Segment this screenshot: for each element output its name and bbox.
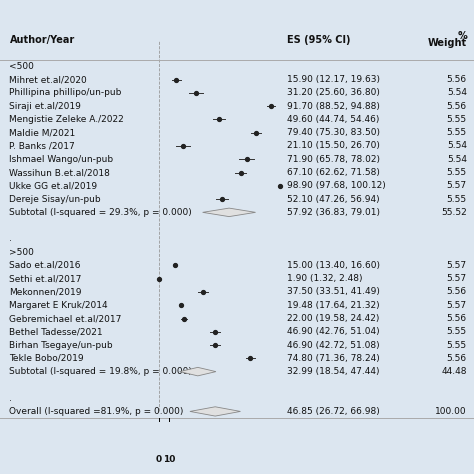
Text: .: .: [9, 394, 12, 402]
Text: 52.10 (47.26, 56.94): 52.10 (47.26, 56.94): [287, 195, 379, 203]
Text: 5.55: 5.55: [447, 328, 467, 336]
Text: 49.60 (44.74, 54.46): 49.60 (44.74, 54.46): [287, 115, 379, 124]
Text: Mekonnen/2019: Mekonnen/2019: [9, 288, 82, 296]
Text: Ishmael Wango/un-pub: Ishmael Wango/un-pub: [9, 155, 114, 164]
Text: 44.48: 44.48: [441, 367, 467, 376]
Text: 15.90 (12.17, 19.63): 15.90 (12.17, 19.63): [287, 75, 380, 84]
Text: 5.56: 5.56: [447, 75, 467, 84]
Text: 31.20 (25.60, 36.80): 31.20 (25.60, 36.80): [287, 89, 380, 97]
Text: 5.54: 5.54: [447, 155, 467, 164]
Text: Overall (I-squared =81.9%, p = 0.000): Overall (I-squared =81.9%, p = 0.000): [9, 407, 184, 416]
Text: 46.90 (42.72, 51.08): 46.90 (42.72, 51.08): [287, 341, 379, 349]
Text: .: .: [9, 235, 12, 243]
Text: Subtotal (I-squared = 19.8%, p = 0.000): Subtotal (I-squared = 19.8%, p = 0.000): [9, 367, 192, 376]
Text: 32.99 (18.54, 47.44): 32.99 (18.54, 47.44): [287, 367, 379, 376]
Text: 5.57: 5.57: [447, 301, 467, 310]
Text: 5.54: 5.54: [447, 142, 467, 150]
Text: 5.55: 5.55: [447, 128, 467, 137]
Text: 5.57: 5.57: [447, 182, 467, 190]
Text: 79.40 (75.30, 83.50): 79.40 (75.30, 83.50): [287, 128, 380, 137]
Text: Siraji et.al/2019: Siraji et.al/2019: [9, 102, 82, 110]
Text: 19.48 (17.64, 21.32): 19.48 (17.64, 21.32): [287, 301, 379, 310]
Text: Author/Year: Author/Year: [9, 35, 75, 45]
Text: 5.56: 5.56: [447, 288, 467, 296]
Text: %: %: [457, 31, 467, 42]
Text: <500: <500: [9, 62, 34, 71]
Text: 100.00: 100.00: [435, 407, 467, 416]
Text: 46.85 (26.72, 66.98): 46.85 (26.72, 66.98): [287, 407, 380, 416]
Text: Phillipina phillipo/un-pub: Phillipina phillipo/un-pub: [9, 89, 122, 97]
Text: 15.00 (13.40, 16.60): 15.00 (13.40, 16.60): [287, 261, 380, 270]
Text: Maldie M/2021: Maldie M/2021: [9, 128, 76, 137]
Polygon shape: [202, 208, 255, 217]
Text: Wassihun B.et.al/2018: Wassihun B.et.al/2018: [9, 168, 110, 177]
Text: Weight: Weight: [428, 38, 467, 48]
Text: 57.92 (36.83, 79.01): 57.92 (36.83, 79.01): [287, 208, 380, 217]
Text: 0: 0: [156, 455, 162, 464]
Text: 5.55: 5.55: [447, 341, 467, 349]
Text: ES (95% CI): ES (95% CI): [287, 35, 350, 45]
Text: 5.57: 5.57: [447, 261, 467, 270]
Text: 1.90 (1.32, 2.48): 1.90 (1.32, 2.48): [287, 274, 362, 283]
Text: Bethel Tadesse/2021: Bethel Tadesse/2021: [9, 328, 103, 336]
Text: Margaret E Kruk/2014: Margaret E Kruk/2014: [9, 301, 108, 310]
Text: 21.10 (15.50, 26.70): 21.10 (15.50, 26.70): [287, 142, 380, 150]
Polygon shape: [190, 407, 240, 416]
Text: Ukke GG et.al/2019: Ukke GG et.al/2019: [9, 182, 98, 190]
Text: 67.10 (62.62, 71.58): 67.10 (62.62, 71.58): [287, 168, 380, 177]
Text: 98.90 (97.68, 100.12): 98.90 (97.68, 100.12): [287, 182, 385, 190]
Text: 22.00 (19.58, 24.42): 22.00 (19.58, 24.42): [287, 314, 379, 323]
Text: Mengistie Zeleke A./2022: Mengistie Zeleke A./2022: [9, 115, 124, 124]
Text: 5.54: 5.54: [447, 89, 467, 97]
Text: Tekle Bobo/2019: Tekle Bobo/2019: [9, 354, 84, 363]
Text: Subtotal (I-squared = 29.3%, p = 0.000): Subtotal (I-squared = 29.3%, p = 0.000): [9, 208, 192, 217]
Text: Dereje Sisay/un-pub: Dereje Sisay/un-pub: [9, 195, 101, 203]
Text: 37.50 (33.51, 41.49): 37.50 (33.51, 41.49): [287, 288, 380, 296]
Text: Sado et.al/2016: Sado et.al/2016: [9, 261, 81, 270]
Text: P. Banks /2017: P. Banks /2017: [9, 142, 75, 150]
Text: Gebremichael et.al/2017: Gebremichael et.al/2017: [9, 314, 122, 323]
Text: Mihret et.al/2020: Mihret et.al/2020: [9, 75, 87, 84]
Text: 5.57: 5.57: [447, 274, 467, 283]
Text: 91.70 (88.52, 94.88): 91.70 (88.52, 94.88): [287, 102, 380, 110]
Polygon shape: [180, 367, 216, 376]
Text: 5.56: 5.56: [447, 354, 467, 363]
Text: 55.52: 55.52: [441, 208, 467, 217]
Text: Birhan Tsegaye/un-pub: Birhan Tsegaye/un-pub: [9, 341, 113, 349]
Text: 71.90 (65.78, 78.02): 71.90 (65.78, 78.02): [287, 155, 380, 164]
Text: 5.55: 5.55: [447, 115, 467, 124]
Text: 74.80 (71.36, 78.24): 74.80 (71.36, 78.24): [287, 354, 380, 363]
Text: 10: 10: [163, 455, 175, 464]
Text: 5.56: 5.56: [447, 102, 467, 110]
Text: 46.90 (42.76, 51.04): 46.90 (42.76, 51.04): [287, 328, 379, 336]
Text: 5.55: 5.55: [447, 168, 467, 177]
Text: 5.55: 5.55: [447, 195, 467, 203]
Text: Sethi et.al/2017: Sethi et.al/2017: [9, 274, 82, 283]
Text: 5.56: 5.56: [447, 314, 467, 323]
Text: >500: >500: [9, 248, 34, 256]
